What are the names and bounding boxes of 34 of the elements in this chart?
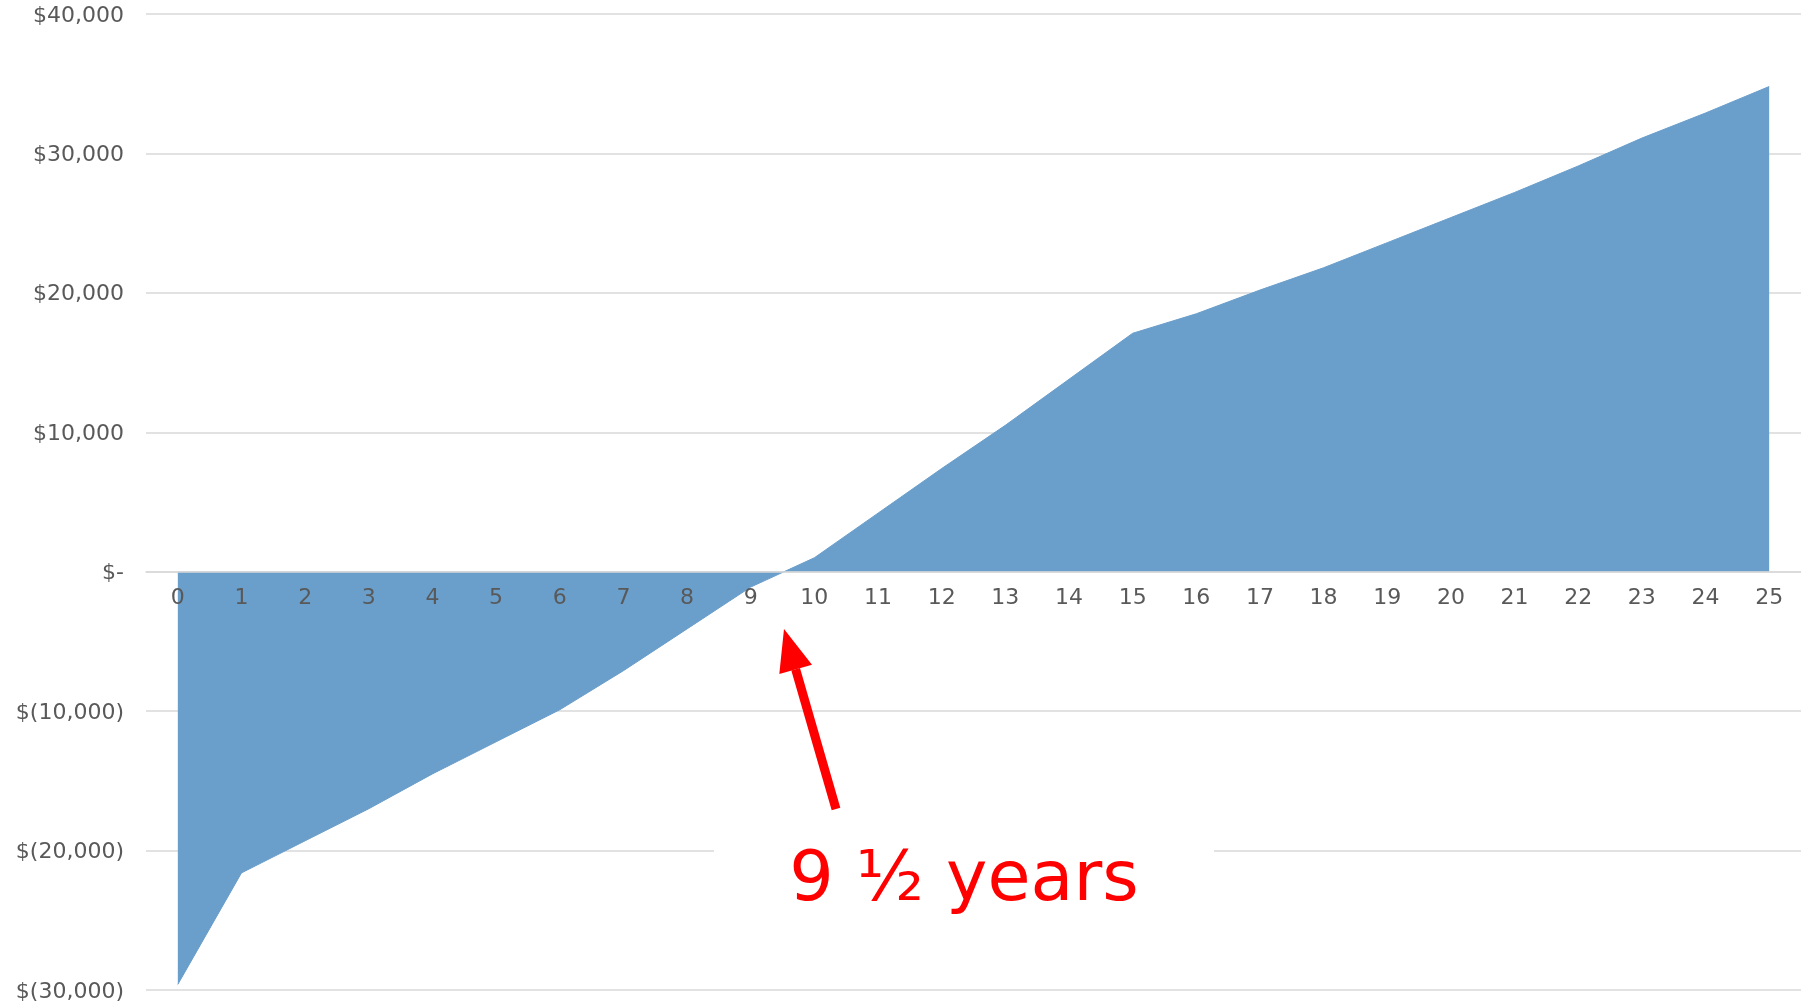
- x-tick-label: 12: [927, 584, 956, 610]
- x-tick-label: 13: [991, 584, 1020, 610]
- x-tick-label: 21: [1500, 584, 1529, 610]
- x-tick-label: 3: [361, 584, 376, 610]
- y-tick-label: $-: [102, 559, 124, 585]
- x-tick-label: 5: [489, 584, 504, 610]
- x-tick-label: 6: [552, 584, 567, 610]
- x-tick-label: 4: [425, 584, 440, 610]
- x-tick-label: 20: [1436, 584, 1465, 610]
- x-tick-label: 2: [298, 584, 313, 610]
- y-tick-label: $(20,000): [15, 838, 124, 864]
- y-tick-label: $40,000: [33, 1, 124, 27]
- x-tick-label: 15: [1118, 584, 1147, 610]
- x-tick-label: 10: [800, 584, 829, 610]
- x-tick-label: 23: [1627, 584, 1656, 610]
- x-tick-label: 22: [1564, 584, 1593, 610]
- y-tick-label: $30,000: [33, 140, 124, 166]
- x-tick-label: 7: [616, 584, 631, 610]
- y-tick-label: $10,000: [33, 419, 124, 445]
- x-tick-label: 8: [680, 584, 695, 610]
- x-tick-label: 1: [234, 584, 249, 610]
- x-tick-label: 25: [1755, 584, 1784, 610]
- x-tick-label: 9: [743, 584, 758, 610]
- y-tick-label: $(30,000): [15, 977, 124, 1003]
- x-tick-label: 14: [1054, 584, 1083, 610]
- y-tick-label: $20,000: [33, 280, 124, 306]
- y-tick-label: $(10,000): [15, 698, 124, 724]
- x-tick-label: 11: [864, 584, 893, 610]
- x-tick-label: 24: [1691, 584, 1720, 610]
- x-tick-label: 16: [1182, 584, 1211, 610]
- x-tick-label: 18: [1309, 584, 1338, 610]
- x-tick-label: 19: [1373, 584, 1402, 610]
- x-tick-label: 17: [1245, 584, 1274, 610]
- annotation: 9 ½ years: [714, 831, 1214, 921]
